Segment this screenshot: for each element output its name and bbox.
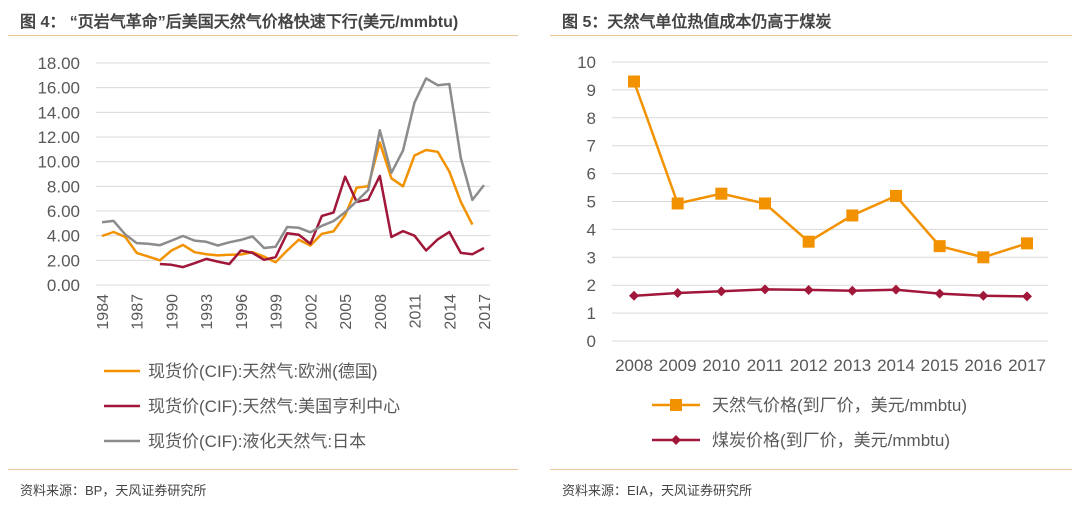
x-tick-label: 2014 [442,294,459,330]
data-point-1 [803,284,814,295]
y-tick-label: 5 [587,193,596,212]
y-tick-label: 6 [587,165,596,184]
y-tick-label: 7 [587,137,596,156]
data-point-0 [759,197,771,210]
data-point-1 [934,288,945,299]
right-source-note: 资料来源：EIA，天风证券研究所 [562,483,752,498]
legend-label-1: 现货价(CIF):天然气:美国亨利中心 [148,397,400,416]
series-line-0 [632,81,1028,259]
y-tick-label: 10.00 [37,153,80,172]
x-tick-label: 1999 [269,294,286,330]
x-tick-label: 1984 [95,294,112,330]
y-tick-label: 8 [587,109,596,128]
y-tick-label: 16.00 [37,79,80,98]
y-tick-label: 14.00 [37,103,80,122]
x-tick-label: 2015 [921,356,959,375]
right-footer-divider [550,469,1072,470]
x-tick-label: 1996 [234,294,251,330]
data-point-0 [846,209,859,222]
y-tick-label: 4 [587,220,596,239]
y-tick-label: 6.00 [47,202,80,221]
left-footer-divider [8,469,518,470]
y-tick-label: 8.00 [47,177,80,196]
legend-marker-0 [670,399,682,411]
x-tick-label: 2009 [659,356,697,375]
data-point-1 [847,285,858,296]
x-tick-label: 2008 [373,294,390,330]
data-point-0 [802,235,815,248]
y-tick-label: 1 [587,304,596,323]
x-tick-label: 1990 [164,294,181,330]
series-line-0 [101,141,474,264]
y-tick-label: 2.00 [47,251,80,270]
x-tick-label: 2011 [747,356,784,375]
y-tick-label: 2 [587,276,596,295]
left-title-divider [8,35,518,36]
legend-label-1: 煤炭价格(到厂价，美元/mmbtu) [712,431,950,450]
y-tick-label: 0 [587,332,596,351]
x-tick-label: 2002 [303,294,320,330]
y-tick-label: 10 [577,53,596,72]
x-tick-label: 2008 [615,356,653,375]
legend-label-2: 现货价(CIF):液化天然气:日本 [148,432,366,451]
y-tick-label: 3 [587,248,596,267]
x-tick-label: 2010 [702,356,740,375]
x-tick-label: 2011 [408,294,425,329]
y-tick-label: 0.00 [47,276,80,295]
data-point-0 [933,240,946,253]
x-tick-label: 2017 [1008,356,1046,375]
data-point-1 [672,288,683,299]
x-tick-label: 2012 [790,356,828,375]
y-tick-label: 4.00 [47,227,80,246]
x-tick-label: 2016 [964,356,1002,375]
right-title-divider [550,35,1072,36]
y-tick-label: 12.00 [37,128,80,147]
left-chart-title: 图 4： “页岩气革命”后美国天然气价格快速下行(美元/mmbtu) [20,14,459,31]
data-point-0 [671,197,684,210]
y-tick-label: 18.00 [37,54,80,73]
legend-label-0: 天然气价格(到厂价，美元/mmbtu) [712,396,967,415]
data-point-0 [715,187,728,200]
data-point-1 [891,284,901,295]
legend-marker-1 [671,435,681,445]
series-line-1 [159,174,485,269]
data-point-1 [760,284,770,295]
data-point-0 [628,75,640,88]
y-tick-label: 9 [587,81,596,100]
x-tick-label: 2017 [477,294,494,330]
x-tick-label: 1987 [130,294,147,330]
data-point-1 [716,286,727,297]
x-tick-label: 2014 [877,356,915,375]
series-line-1 [633,288,1028,298]
data-point-0 [890,189,902,202]
data-point-1 [629,290,639,301]
data-point-0 [1021,237,1033,250]
data-point-1 [978,290,989,301]
data-point-0 [977,251,990,264]
right-chart-title: 图 5：天然气单位热值成本仍高于煤炭 [562,14,832,31]
x-tick-label: 2013 [833,356,871,375]
legend-label-0: 现货价(CIF):天然气:欧洲(德国) [148,362,377,381]
data-point-1 [1022,291,1032,302]
x-tick-label: 1993 [199,294,216,330]
series-line-2 [101,77,485,250]
left-source-note: 资料来源：BP，天风证券研究所 [20,483,207,498]
x-tick-label: 2005 [338,294,355,330]
